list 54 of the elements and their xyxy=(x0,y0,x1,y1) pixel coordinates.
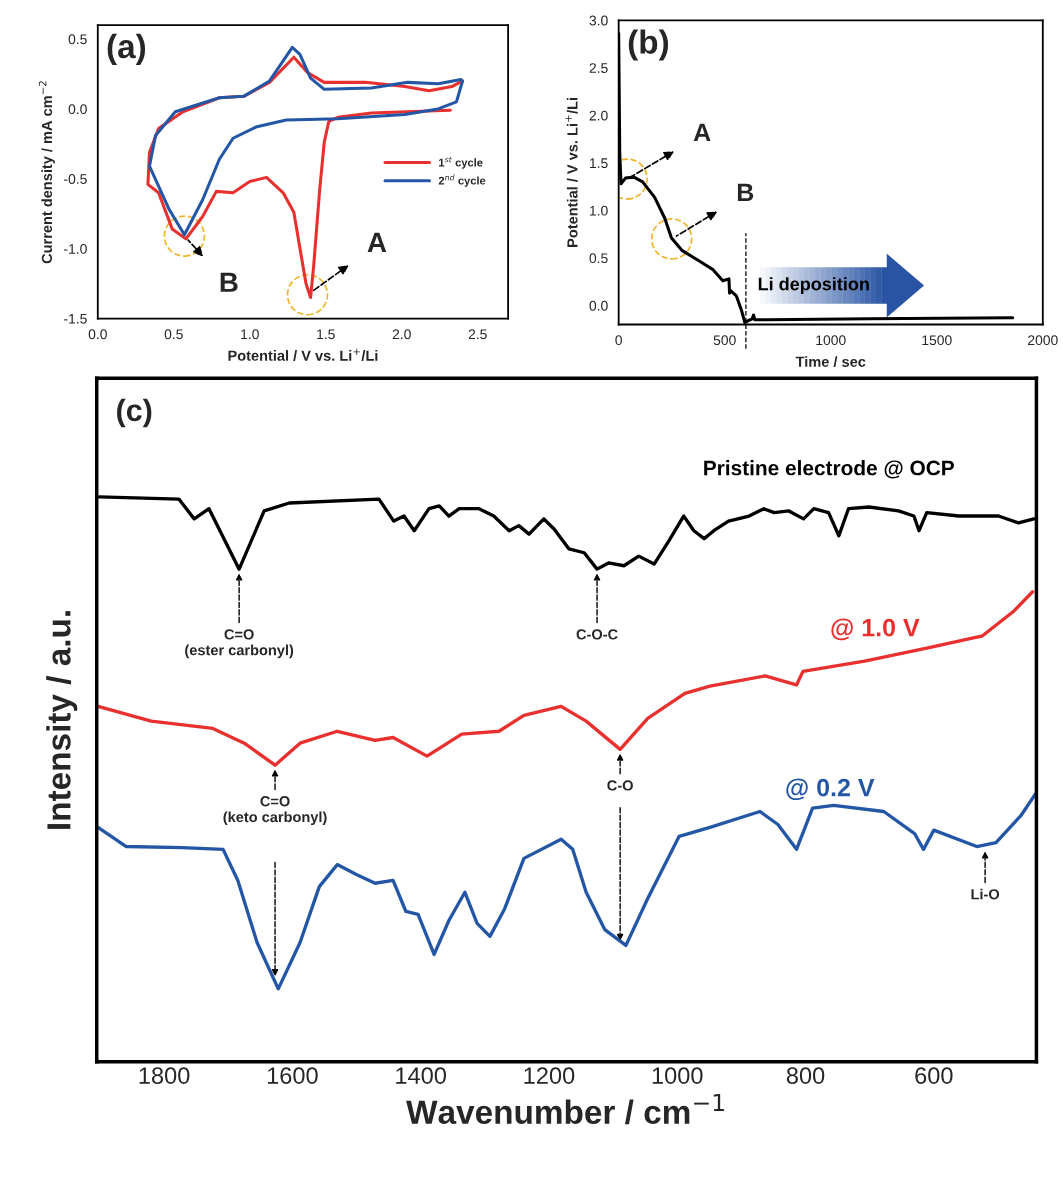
x-tick-label: 1400 xyxy=(396,1067,446,1084)
x-tick-label: 1600 xyxy=(267,1067,318,1084)
y-axis-title: Intensity / a.u. xyxy=(46,611,78,829)
y-tick-label: 0.5 xyxy=(589,253,608,264)
x-tick-label: 0.0 xyxy=(88,329,107,340)
text: (c) xyxy=(117,398,152,428)
x-tick-label: 1500 xyxy=(922,335,952,346)
y-tick-label: 0.0 xyxy=(589,300,608,311)
annotation: C-O-C xyxy=(576,629,618,640)
legend-label: 2$^{nd}$ cycle xyxy=(438,174,486,187)
x-axis-title: Time / sec xyxy=(795,356,866,368)
x-tick-label: 500 xyxy=(713,335,736,346)
series-label: @ 1.0 V xyxy=(831,618,920,641)
x-tick-label: 1.5 xyxy=(317,329,335,340)
y-tick-label: 3.0 xyxy=(589,15,608,26)
series-label: @ 0.2 V xyxy=(786,778,875,801)
x-tick-label: 1200 xyxy=(524,1067,575,1084)
y-tick-label: 1.0 xyxy=(590,205,608,216)
annotation: C-O xyxy=(607,780,633,791)
series-label: Pristine electrode @ OCP xyxy=(704,460,954,479)
annotation: C=O (ester carbonyl) xyxy=(185,629,294,659)
x-tick-label: 1000 xyxy=(816,335,846,346)
y-tick-label: 2.5 xyxy=(589,63,608,73)
y-tick-label: 0.0 xyxy=(68,104,87,115)
y-tick-label: 1.5 xyxy=(590,158,608,169)
x-tick-label: 1800 xyxy=(139,1067,190,1084)
x-axis-title: Potential / V vs. Li$^{+}$/Li xyxy=(228,348,378,361)
annotation: B xyxy=(737,183,754,201)
annotation: B xyxy=(220,272,238,292)
x-tick-label: 2.0 xyxy=(392,329,411,340)
x-axis-title: Wavenumber / cm$^{−1}$ xyxy=(406,1093,724,1125)
annotation: A xyxy=(693,123,711,142)
y-tick-label: -1.5 xyxy=(64,314,87,324)
x-tick-label: 600 xyxy=(915,1067,953,1084)
y-axis-title: Potential / V vs. Li$^{+}$/Li xyxy=(565,97,578,247)
x-tick-label: 800 xyxy=(786,1067,825,1084)
y-axis-title: Current density / mA cm$^{−2}$ xyxy=(38,81,55,264)
y-tick-label: -1.0 xyxy=(64,243,87,254)
annotation: (a) xyxy=(107,33,146,65)
x-tick-label: 2.5 xyxy=(468,329,487,340)
y-tick-label: 2.0 xyxy=(589,110,608,121)
annotation: (b) xyxy=(628,29,669,61)
y-tick-label: -0.5 xyxy=(64,174,87,184)
x-tick-label: 1.0 xyxy=(241,329,259,340)
x-tick-label: 2000 xyxy=(1028,335,1058,346)
annotation: A xyxy=(367,232,387,252)
annotation: Li deposition xyxy=(758,277,869,294)
x-tick-label: 0.5 xyxy=(164,329,183,340)
annotation: C=O (keto carbonyl) xyxy=(223,796,327,826)
y-tick-label: 0.5 xyxy=(68,34,87,45)
x-tick-label: 1000 xyxy=(652,1067,703,1084)
annotation: Li-O xyxy=(971,888,1000,900)
x-tick-label: 0 xyxy=(615,335,622,346)
legend-label: 1$^{st}$ cycle xyxy=(439,156,483,169)
